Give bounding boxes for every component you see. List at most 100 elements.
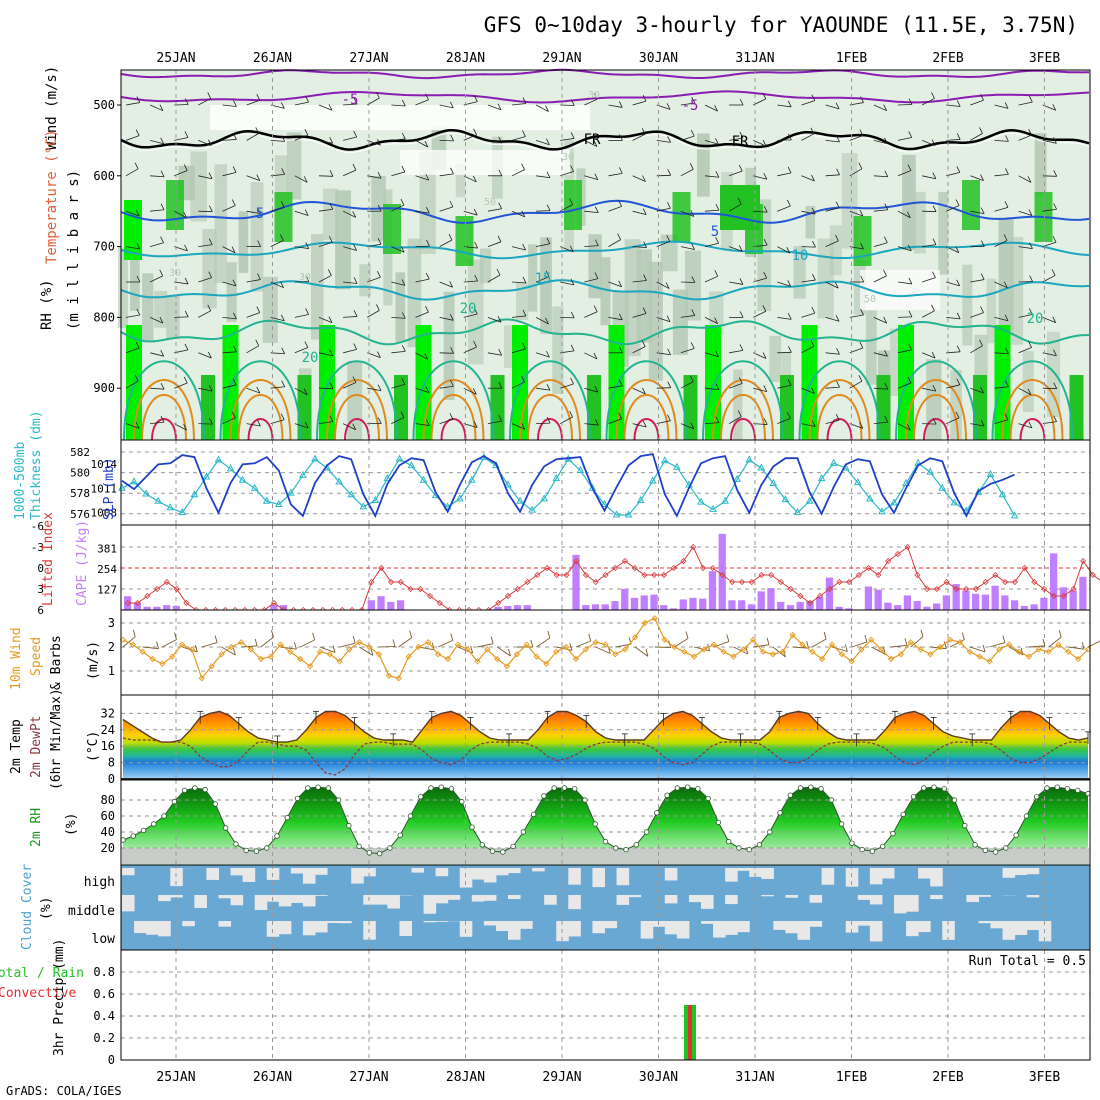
bottom-date-label: 25JAN xyxy=(156,1070,195,1085)
wind-barb xyxy=(931,92,935,99)
li-marker xyxy=(387,578,395,586)
wind-barb xyxy=(376,91,380,99)
wind-barb xyxy=(801,345,815,354)
wind-marker xyxy=(572,655,580,663)
wind-barb xyxy=(1053,349,1057,356)
cape-bar xyxy=(767,588,775,610)
wind-barb xyxy=(304,421,309,429)
wind-barb xyxy=(183,211,187,218)
rh-marker xyxy=(520,829,527,835)
wind-marker xyxy=(759,648,767,655)
wind-marker xyxy=(553,648,560,655)
wind-barb xyxy=(680,315,695,318)
cloud-gap xyxy=(725,895,738,905)
wind-barb xyxy=(943,641,947,649)
slp-marker xyxy=(540,494,549,502)
wind-barb xyxy=(811,306,816,314)
wind-barb xyxy=(920,629,924,637)
wind-barb xyxy=(377,351,381,358)
rh-marker xyxy=(797,785,804,791)
wind-marker xyxy=(1055,641,1062,648)
contour-label: 5 xyxy=(711,224,719,240)
wind-barb xyxy=(222,139,237,141)
ylabel-minmax: (6hr Min/Max) xyxy=(49,688,64,790)
slp-marker xyxy=(274,499,283,507)
series-wind-speed xyxy=(122,617,1089,680)
cloud-gap xyxy=(845,868,859,887)
wind-barb xyxy=(255,127,260,134)
wind-barb xyxy=(825,386,840,389)
wind-barb xyxy=(1053,415,1057,422)
cape-bar xyxy=(669,608,678,610)
rh-shade xyxy=(973,375,987,440)
wind-marker xyxy=(828,641,836,648)
li-marker xyxy=(602,571,609,579)
wind-marker xyxy=(799,641,806,648)
wind-marker xyxy=(700,646,708,653)
wind-barb xyxy=(569,245,574,253)
wind-barb xyxy=(753,210,768,213)
cloud-gap xyxy=(652,921,666,927)
cape-bar xyxy=(972,593,980,610)
wind-barb xyxy=(353,310,358,317)
ylabel-2m-dewpt: 2m DewPt xyxy=(29,715,44,778)
li-marker xyxy=(631,564,638,572)
wind-barb xyxy=(343,136,357,141)
li-marker xyxy=(699,564,707,572)
wind-barb xyxy=(343,246,357,251)
wind-barb xyxy=(970,345,983,354)
temperature-contour xyxy=(816,394,863,441)
wind-barb xyxy=(231,246,236,253)
wind-barb xyxy=(401,279,406,286)
wind-barb xyxy=(921,98,935,106)
wind-barb xyxy=(753,244,768,247)
wind-marker xyxy=(809,648,816,655)
wind-barb xyxy=(980,207,985,214)
wind-barb xyxy=(463,101,478,106)
wind-marker xyxy=(789,631,796,639)
wind-barb xyxy=(618,280,623,287)
cape-bar xyxy=(942,595,951,610)
wind-barb xyxy=(377,271,381,278)
wind-barb xyxy=(352,423,357,430)
li-marker xyxy=(543,564,551,572)
li-marker xyxy=(504,592,512,600)
wind-barb xyxy=(897,281,912,285)
wind-barb xyxy=(619,134,623,141)
wind-barb xyxy=(401,165,406,173)
wind-barb xyxy=(715,237,719,244)
wind-barb xyxy=(704,422,719,424)
rh-marker xyxy=(1075,787,1081,794)
rh-shade xyxy=(286,132,302,200)
wind-barb xyxy=(222,104,237,107)
wind-barb xyxy=(254,638,258,647)
wind-barb xyxy=(328,269,332,276)
li-marker xyxy=(943,578,950,586)
cloud-gap xyxy=(978,895,991,897)
wind-barb xyxy=(608,317,623,321)
cloud-gap xyxy=(423,895,437,914)
top-date-label: 3FEB xyxy=(1029,51,1060,66)
rh-marker xyxy=(962,822,968,829)
cape-bar xyxy=(611,601,619,610)
rh-marker xyxy=(1033,794,1040,800)
rh-shade xyxy=(902,154,916,250)
wind-barb xyxy=(270,240,284,247)
wind-marker xyxy=(444,655,452,663)
wind-barb xyxy=(343,103,358,106)
cape-bar xyxy=(825,577,834,610)
wind-barb xyxy=(645,649,649,657)
wind-barb xyxy=(777,172,792,177)
wind-barb xyxy=(424,140,429,148)
li-marker xyxy=(1002,578,1009,586)
wind-barb xyxy=(377,205,382,212)
wind-barb xyxy=(511,210,525,218)
cape-bar xyxy=(718,533,726,610)
rh-marker xyxy=(777,810,783,816)
temperature-contour xyxy=(141,394,187,441)
cloud-gap xyxy=(230,895,244,906)
slp-marker xyxy=(383,474,392,482)
li-tick-label: -3 xyxy=(31,541,44,554)
wind-barb xyxy=(132,629,136,637)
wind-barb xyxy=(946,205,960,212)
